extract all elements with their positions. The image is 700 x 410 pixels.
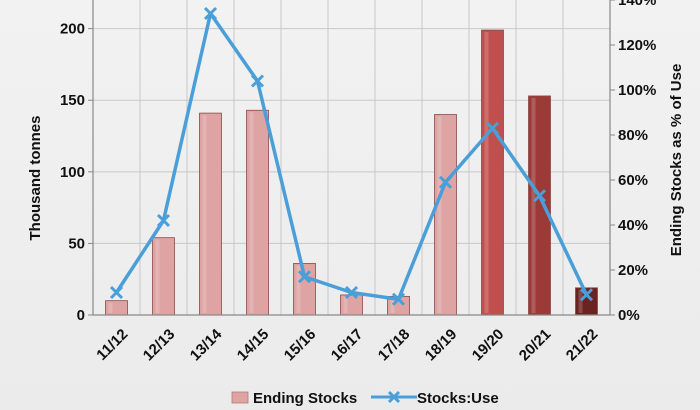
- bar-highlight: [202, 115, 207, 313]
- x-tick-label-20-21: 20/21: [516, 326, 555, 365]
- bar-highlight: [531, 97, 536, 313]
- right-tick-label-0: 0%: [618, 307, 640, 324]
- left-tick-label-150: 150: [60, 92, 85, 109]
- bar-highlight: [390, 298, 395, 313]
- marker-13-14: [203, 6, 218, 21]
- x-tick-label-13-14: 13/14: [187, 325, 226, 364]
- line-series: [109, 6, 594, 306]
- x-axis-ticks: 11/12 12/13 13/14 14/15 15/16 16/17 17/18 18/19…: [93, 325, 601, 364]
- marker-12-13: [156, 213, 171, 228]
- left-axis-ticks: 0 50 100 150 200: [60, 21, 93, 324]
- bar-highlight: [578, 289, 583, 313]
- legend-label-stocks-use: Stocks:Use: [417, 390, 499, 407]
- left-tick-label-0: 0: [77, 307, 85, 324]
- bar-highlight: [155, 239, 160, 313]
- marker-18-19: [438, 175, 453, 189]
- bar-highlight: [108, 302, 113, 313]
- right-tick-label-20: 20%: [618, 262, 648, 279]
- marker-14-15: [250, 74, 265, 88]
- legend: Ending Stocks Stocks:Use: [231, 390, 499, 407]
- marker-11-12: [109, 285, 124, 300]
- marker-19-20: [485, 121, 500, 135]
- x-tick-label-17-18: 17/18: [375, 326, 414, 365]
- marker-17-18: [391, 292, 406, 306]
- x-tick-label-21-22: 21/22: [563, 326, 602, 365]
- legend-marker-stocks-use: [387, 390, 401, 404]
- marker-21-22: [579, 288, 594, 302]
- marker-20-21: [532, 189, 547, 203]
- right-tick-label-120: 120%: [618, 37, 656, 54]
- axes: [92, 0, 611, 316]
- legend-swatch-ending-stocks: [231, 391, 249, 404]
- left-axis-title: Thousand tonnes: [27, 116, 44, 241]
- x-tick-label-15-16: 15/16: [281, 326, 320, 365]
- x-tick-label-11-12: 11/12: [93, 326, 131, 364]
- right-tick-label-40: 40%: [618, 217, 648, 234]
- right-axis-ticks: 0% 20% 40% 60% 80% 100% 120% 140%: [610, 0, 656, 324]
- left-tick-label-200: 200: [60, 21, 85, 38]
- marker-15-16: [297, 270, 312, 284]
- right-tick-label-60: 60%: [618, 172, 648, 189]
- left-tick-label-50: 50: [68, 235, 85, 252]
- marker-16-17: [344, 285, 359, 300]
- right-tick-label-80: 80%: [618, 127, 648, 144]
- x-tick-label-14-15: 14/15: [234, 326, 273, 365]
- left-tick-label-100: 100: [60, 164, 85, 181]
- right-tick-label-140: 140%: [618, 0, 656, 9]
- bar-highlight: [484, 32, 489, 314]
- right-axis-title: Ending Stocks as % of Use: [668, 64, 685, 257]
- bar-highlight: [437, 116, 442, 313]
- x-tick-label-18-19: 18/19: [422, 326, 461, 365]
- bar-highlight: [343, 296, 348, 313]
- bar-highlight: [249, 112, 254, 313]
- x-tick-label-12-13: 12/13: [140, 326, 179, 365]
- legend-label-ending-stocks: Ending Stocks: [253, 390, 357, 407]
- bar-series: [105, 29, 598, 316]
- bar-highlight: [296, 265, 301, 313]
- x-tick-label-16-17: 16/17: [328, 326, 367, 365]
- x-tick-label-19-20: 19/20: [469, 326, 508, 365]
- right-tick-label-100: 100%: [618, 82, 656, 99]
